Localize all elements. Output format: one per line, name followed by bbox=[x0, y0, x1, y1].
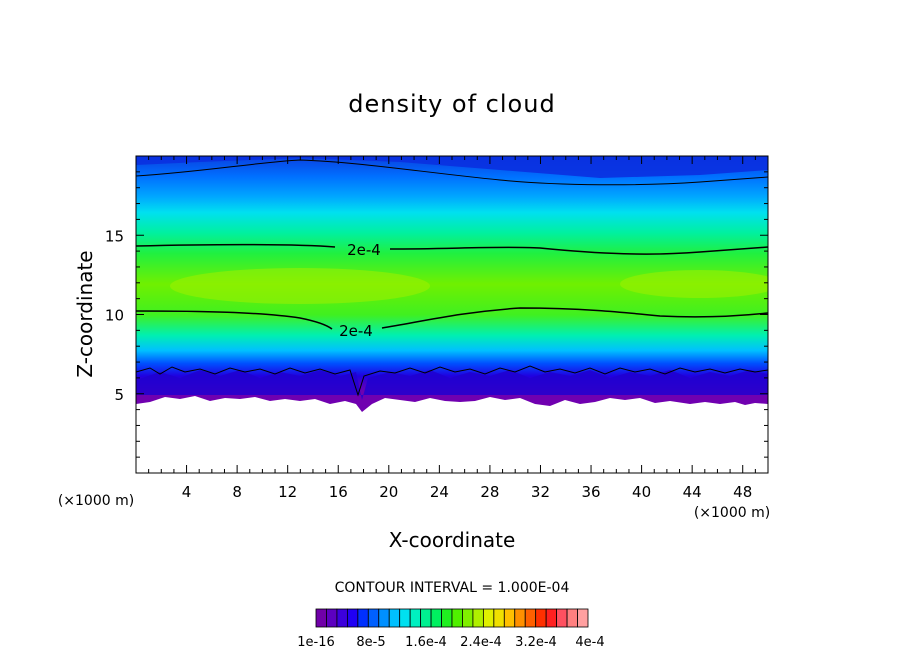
x-tick-label: 12 bbox=[278, 483, 297, 501]
colorbar-swatch bbox=[430, 608, 442, 628]
y-tick-label: 5 bbox=[114, 386, 124, 404]
contour-field bbox=[136, 156, 768, 412]
colorbar-tick-label: 1e-16 bbox=[297, 635, 335, 650]
y-axis-title: Z-coordinate bbox=[73, 250, 97, 377]
core-patch-right bbox=[620, 270, 768, 298]
colorbar-swatch bbox=[482, 608, 495, 628]
colorbar-swatch bbox=[399, 608, 411, 628]
colorbar-swatch bbox=[493, 608, 505, 628]
x-tick-label: 8 bbox=[232, 483, 242, 501]
x-axis-title: X-coordinate bbox=[389, 528, 516, 552]
colorbar-tick-label: 2.4e-4 bbox=[460, 635, 502, 650]
colorbar-swatch bbox=[367, 608, 380, 628]
colorbar-swatch bbox=[472, 608, 484, 628]
x-tick-label: 44 bbox=[683, 483, 702, 501]
x-tick-label: 24 bbox=[430, 483, 449, 501]
contour-lines bbox=[136, 159, 768, 397]
colorbar bbox=[315, 608, 589, 628]
x-tick-label: 36 bbox=[581, 483, 600, 501]
colorbar-swatch bbox=[524, 608, 537, 628]
colorbar-labels: 1e-16 8e-5 1.6e-4 2.4e-4 3.2e-4 4e-4 bbox=[297, 635, 604, 650]
cloud-fill-region bbox=[136, 156, 768, 412]
colorbar-swatch bbox=[409, 608, 422, 628]
colorbar-swatch bbox=[441, 608, 453, 628]
colorbar-tick-label: 1.6e-4 bbox=[405, 635, 447, 650]
x-unit-label: (×1000 m) bbox=[694, 505, 770, 521]
contour-line-2e-4-lower bbox=[136, 307, 768, 330]
colorbar-swatch bbox=[556, 608, 568, 628]
x-axis: 4 8 12 16 20 24 28 32 36 40 44 48 bbox=[148, 156, 756, 501]
y-tick-label: 15 bbox=[105, 227, 124, 245]
x-tick-label: 4 bbox=[182, 483, 192, 501]
colorbar-swatch bbox=[357, 608, 369, 628]
contour-line-2e-4-upper bbox=[136, 243, 768, 255]
contour-label-group: 2e-4 2e-4 bbox=[339, 241, 381, 340]
z-unit-label: (×1000 m) bbox=[58, 493, 134, 509]
colorbar-swatch bbox=[378, 608, 390, 628]
colorbar-swatch bbox=[388, 608, 401, 628]
colorbar-swatch bbox=[346, 608, 359, 628]
x-tick-label: 20 bbox=[379, 483, 398, 501]
chart-title: density of cloud bbox=[348, 90, 555, 118]
y-tick-label: 10 bbox=[105, 307, 124, 325]
lower-ragged-band bbox=[136, 370, 768, 400]
colorbar-swatch bbox=[577, 608, 589, 628]
x-tick-label: 40 bbox=[632, 483, 651, 501]
x-tick-label: 16 bbox=[329, 483, 348, 501]
colorbar-swatch bbox=[503, 608, 516, 628]
colorbar-tick-label: 4e-4 bbox=[575, 635, 604, 650]
colorbar-tick-label: 8e-5 bbox=[356, 635, 385, 650]
colorbar-swatch bbox=[420, 608, 432, 628]
y-axis: 5 10 15 bbox=[105, 171, 768, 458]
colorbar-swatch bbox=[326, 608, 338, 628]
colorbar-swatch bbox=[566, 608, 578, 628]
colorbar-swatch bbox=[336, 608, 348, 628]
contour-line-top bbox=[136, 159, 768, 186]
x-tick-label: 48 bbox=[733, 483, 752, 501]
colorbar-swatch bbox=[451, 608, 463, 628]
colorbar-swatch bbox=[462, 608, 474, 628]
top-band bbox=[136, 156, 768, 178]
contour-interval-label: CONTOUR INTERVAL = 1.000E-04 bbox=[335, 580, 570, 596]
contour-line-bottom bbox=[136, 365, 768, 397]
colorbar-swatch bbox=[535, 608, 547, 628]
colorbar-swatch bbox=[514, 608, 526, 628]
colorbar-tick-label: 3.2e-4 bbox=[515, 635, 557, 650]
colorbar-swatch bbox=[545, 608, 558, 628]
contour-label-lower: 2e-4 bbox=[339, 322, 373, 340]
colorbar-swatch bbox=[315, 608, 327, 628]
core-patch-left bbox=[170, 268, 430, 304]
contour-label-upper: 2e-4 bbox=[347, 241, 381, 259]
x-tick-label: 28 bbox=[480, 483, 499, 501]
x-tick-label: 32 bbox=[531, 483, 550, 501]
